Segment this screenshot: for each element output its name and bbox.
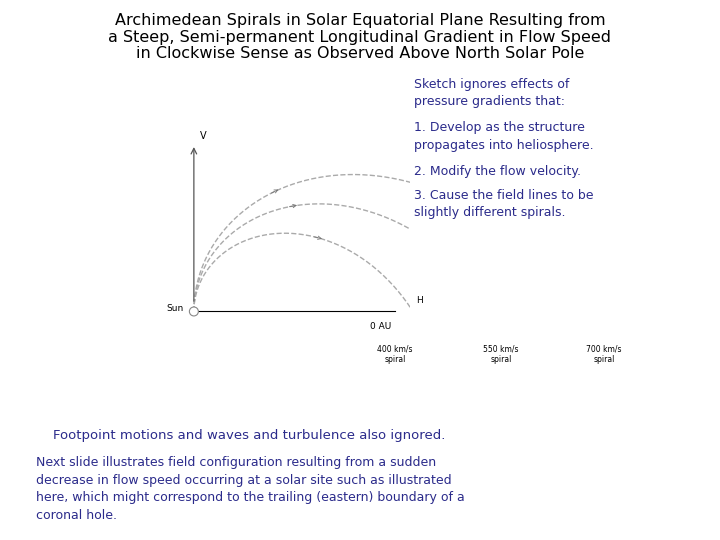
Text: in Clockwise Sense as Observed Above North Solar Pole: in Clockwise Sense as Observed Above Nor… bbox=[136, 46, 584, 61]
Text: Footpoint motions and waves and turbulence also ignored.: Footpoint motions and waves and turbulen… bbox=[36, 429, 446, 442]
Text: 400 km/s
spiral: 400 km/s spiral bbox=[377, 345, 413, 364]
Text: 2. Modify the flow velocity.: 2. Modify the flow velocity. bbox=[414, 165, 581, 178]
Text: a Steep, Semi-permanent Longitudinal Gradient in Flow Speed: a Steep, Semi-permanent Longitudinal Gra… bbox=[109, 30, 611, 45]
Text: V: V bbox=[200, 131, 207, 141]
Text: H: H bbox=[416, 296, 423, 306]
Text: 1. Develop as the structure
propagates into heliosphere.: 1. Develop as the structure propagates i… bbox=[414, 122, 593, 152]
Text: 550 km/s
spiral: 550 km/s spiral bbox=[483, 345, 519, 364]
Text: 3. Cause the field lines to be
slightly different spirals.: 3. Cause the field lines to be slightly … bbox=[414, 189, 593, 219]
Text: 700 km/s
spiral: 700 km/s spiral bbox=[586, 345, 622, 364]
Text: Sun: Sun bbox=[166, 304, 184, 313]
Circle shape bbox=[189, 307, 198, 316]
Text: Archimedean Spirals in Solar Equatorial Plane Resulting from: Archimedean Spirals in Solar Equatorial … bbox=[114, 14, 606, 29]
Text: Next slide illustrates field configuration resulting from a sudden
decrease in f: Next slide illustrates field configurati… bbox=[36, 456, 464, 522]
Text: 0 AU: 0 AU bbox=[370, 322, 391, 331]
Text: Sketch ignores effects of
pressure gradients that:: Sketch ignores effects of pressure gradi… bbox=[414, 78, 570, 109]
